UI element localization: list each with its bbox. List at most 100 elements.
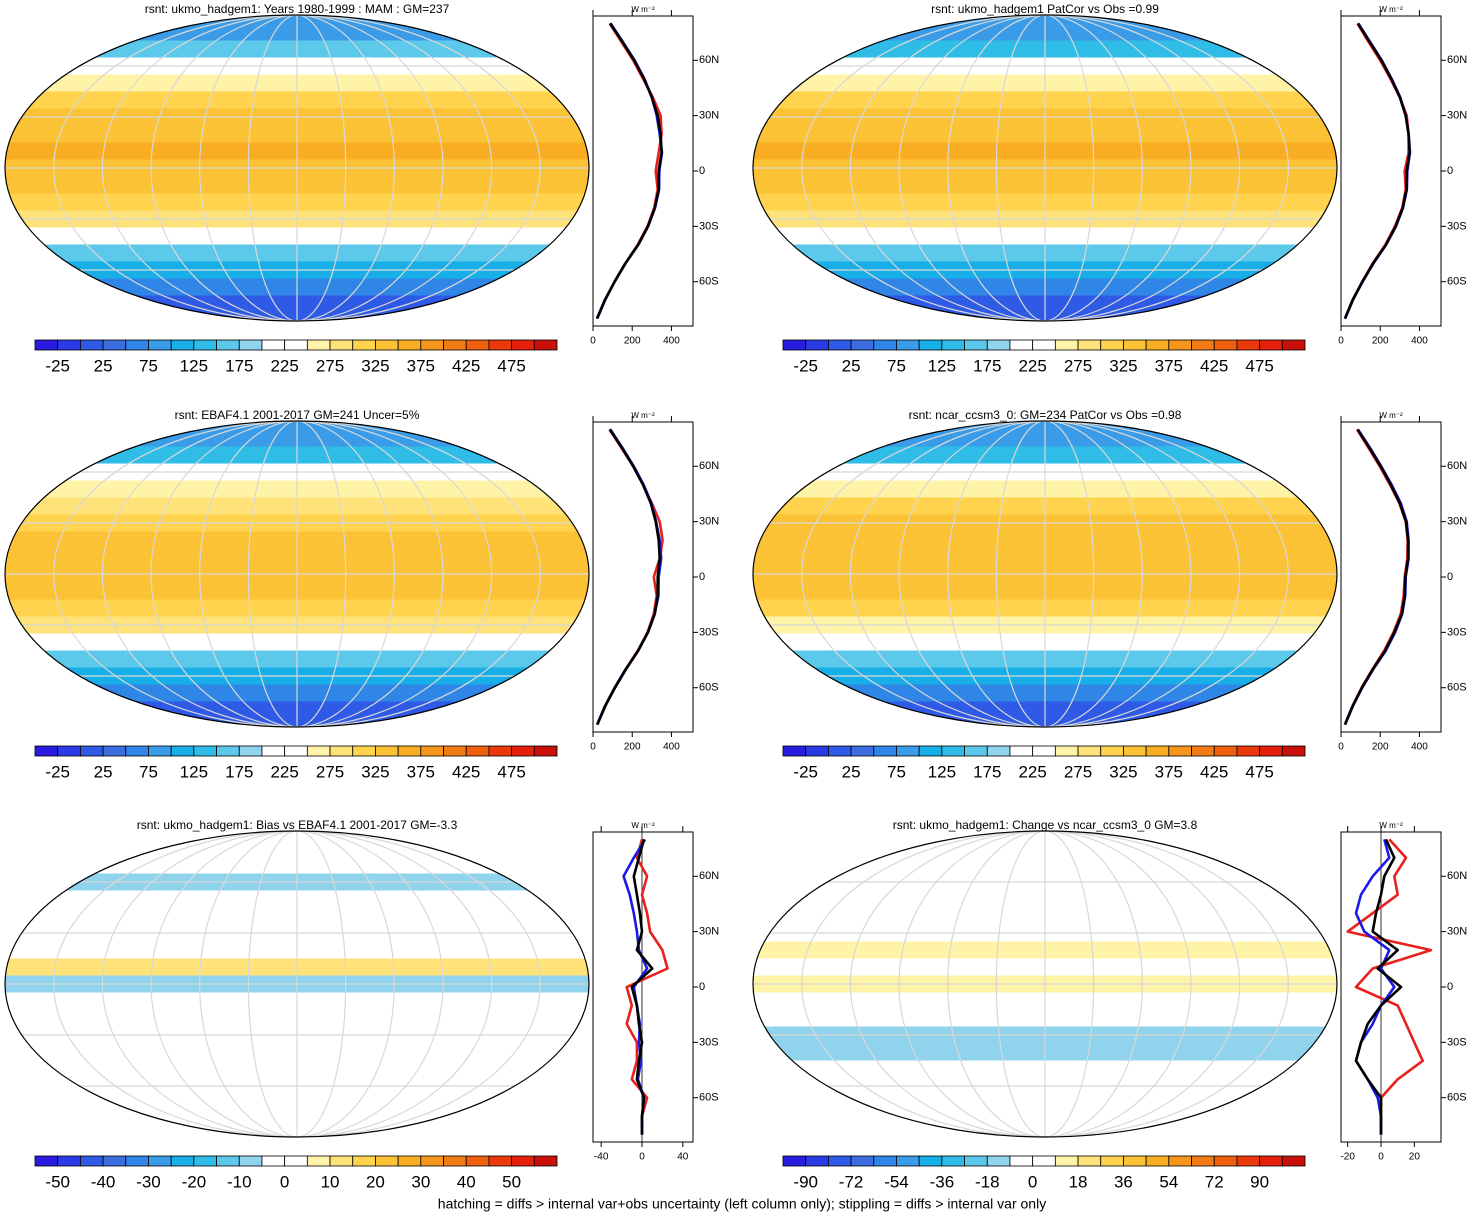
colorbar-box [375, 339, 399, 351]
colorbar-box [306, 339, 331, 351]
colorbar-box [1259, 745, 1283, 757]
y-tick-label: 60S [699, 682, 719, 694]
colorbar-label: 425 [1200, 356, 1228, 375]
map-meridian [247, 421, 347, 727]
colorbar-label: 25 [842, 762, 861, 781]
colorbar-label: 125 [180, 356, 208, 375]
y-tick-label: 30N [699, 516, 719, 528]
colorbar-label: 10 [321, 1172, 340, 1191]
colorbar-box [261, 745, 286, 757]
colorbar-box [34, 745, 59, 757]
y-tick-label: 60S [1447, 276, 1467, 288]
colorbar-box [170, 339, 195, 351]
colorbar-box [873, 339, 897, 351]
colorbar-box [465, 339, 490, 351]
colorbar-label: 275 [1064, 356, 1092, 375]
colorbar-label: 275 [316, 356, 344, 375]
map-meridian [801, 15, 1289, 321]
x-tick-label: 400 [663, 336, 680, 347]
colorbar-box [533, 745, 558, 757]
colorbar-box [1054, 1155, 1079, 1167]
colorbar-box [284, 1155, 308, 1167]
colorbar-box [148, 1155, 172, 1167]
map-meridian [53, 421, 541, 727]
y-tick-label: 60N [1447, 460, 1467, 472]
colorbar-label: 225 [1018, 762, 1046, 781]
profile-line [1343, 22, 1411, 320]
colorbar-label: -25 [45, 762, 70, 781]
colorbar-box [170, 1155, 195, 1167]
colorbar-box [261, 1155, 286, 1167]
map-meridian [898, 15, 1192, 321]
y-tick-label: 0 [1447, 165, 1453, 177]
colorbar-box [102, 745, 127, 757]
colorbar-box [329, 339, 354, 351]
panel-title: rsnt: ncar_ccsm3_0: GM=234 PatCor vs Obs… [909, 408, 1182, 422]
colorbar-label: 18 [1069, 1172, 1088, 1191]
map-meridian [150, 15, 444, 321]
unit-label: W m⁻² [631, 5, 655, 14]
colorbar-box [420, 339, 444, 351]
colorbar-label: 425 [1200, 762, 1228, 781]
colorbar-box [102, 1155, 127, 1167]
colorbar-box [1054, 339, 1079, 351]
map-meridian [947, 15, 1143, 321]
colorbar-box [782, 339, 807, 351]
y-tick-label: 60N [699, 870, 719, 882]
y-tick-label: 30S [699, 626, 719, 638]
colorbar-box [941, 745, 965, 757]
colorbar-box [1100, 339, 1124, 351]
y-tick-label: 60N [1447, 54, 1467, 66]
x-tick-label: 400 [1411, 336, 1428, 347]
y-tick-label: 30N [699, 110, 719, 122]
colorbar-box [488, 1155, 513, 1167]
panel: rsnt: EBAF4.1 2001-2017 GM=241 Uncer=5% 0… [4, 408, 719, 781]
colorbar-box [986, 1155, 1011, 1167]
colorbar-box [238, 339, 263, 351]
colorbar-box [34, 1155, 59, 1167]
colorbar-box [850, 745, 875, 757]
colorbar-box [397, 339, 422, 351]
colorbar-box [1009, 1155, 1034, 1167]
colorbar-label: 75 [139, 762, 158, 781]
y-tick-label: 30S [699, 220, 719, 232]
colorbar-box [1032, 339, 1056, 351]
colorbar-box [465, 1155, 490, 1167]
colorbar-box [850, 1155, 875, 1167]
colorbar-box [964, 1155, 988, 1167]
colorbar-box [827, 745, 852, 757]
colorbar-label: 325 [1109, 356, 1137, 375]
panel-title: rsnt: ukmo_hadgem1: Change vs ncar_ccsm3… [893, 818, 1198, 832]
map [5, 421, 589, 727]
colorbar-label: 0 [1028, 1172, 1037, 1191]
colorbar-box [1009, 339, 1034, 351]
colorbar-box [1123, 339, 1147, 351]
colorbar-box [79, 339, 104, 351]
colorbar-label: 325 [1109, 762, 1137, 781]
y-tick-label: 30S [699, 1036, 719, 1048]
colorbar-box [148, 745, 172, 757]
map-meridian [150, 831, 444, 1137]
y-tick-label: 30N [1447, 516, 1467, 528]
map-meridian [247, 15, 347, 321]
map-meridian [947, 831, 1143, 1137]
colorbar-box [443, 745, 467, 757]
panel: rsnt: ncar_ccsm3_0: GM=234 PatCor vs Obs… [752, 408, 1467, 781]
x-tick-label: 0 [590, 336, 596, 347]
panel-title: rsnt: ukmo_hadgem1 PatCor vs Obs =0.99 [931, 2, 1159, 16]
y-tick-label: 60S [1447, 1092, 1467, 1104]
colorbar-label: 25 [94, 762, 113, 781]
colorbar-box [964, 745, 988, 757]
colorbar-label: 125 [928, 762, 956, 781]
y-tick-label: 0 [699, 981, 705, 993]
colorbar-label: -18 [975, 1172, 1000, 1191]
map-meridian [898, 831, 1192, 1137]
colorbar-box [941, 1155, 965, 1167]
colorbar-box [375, 1155, 399, 1167]
colorbar-label: -10 [227, 1172, 252, 1191]
profile-frame [1340, 421, 1442, 733]
colorbar-label: 325 [361, 356, 389, 375]
colorbar-box [443, 339, 467, 351]
profile-line [630, 839, 654, 1135]
